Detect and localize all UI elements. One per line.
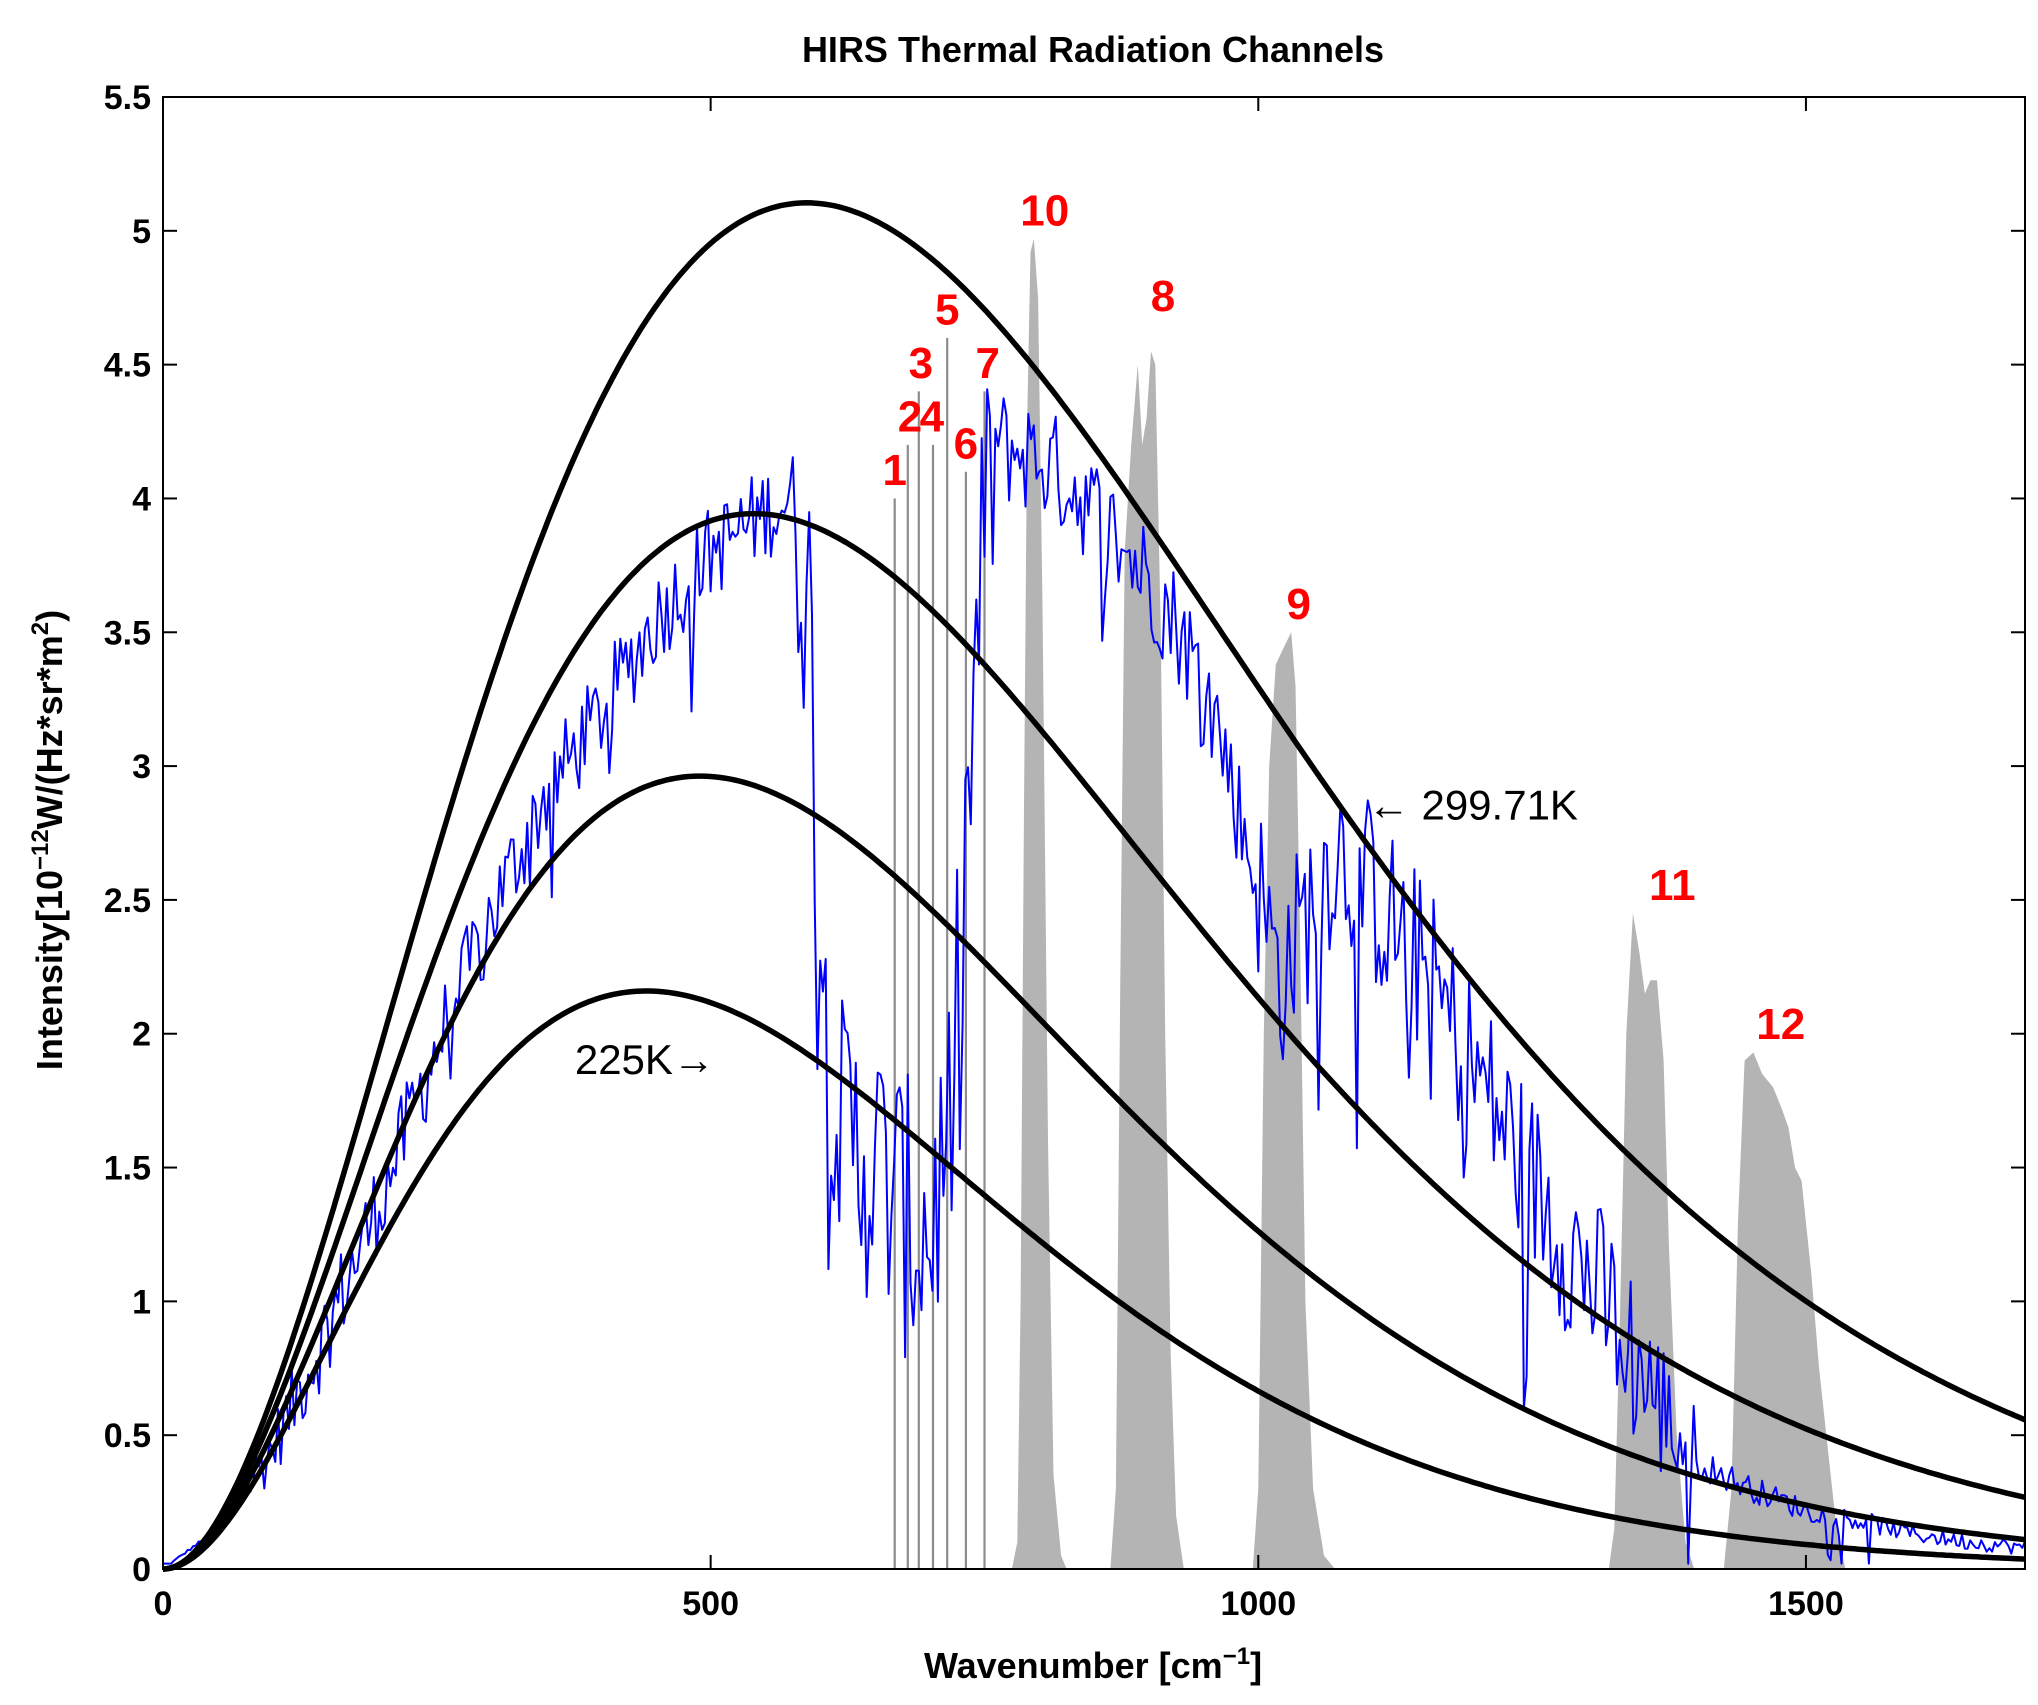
channel-label-6: 6 — [954, 419, 978, 468]
channel-label-9: 9 — [1287, 580, 1311, 629]
chart-title: HIRS Thermal Radiation Channels — [802, 29, 1384, 70]
channel-10-response — [1011, 238, 1067, 1569]
x-tick-label: 0 — [154, 1585, 173, 1623]
channel-label-4: 4 — [920, 393, 945, 442]
planck-curve-225K — [162, 988, 2026, 1572]
y-tick-label: 5.5 — [104, 79, 151, 117]
x-tick-label: 500 — [682, 1585, 739, 1623]
spectrum-layer — [163, 388, 2026, 1565]
channel-label-5: 5 — [935, 286, 959, 335]
channel-response-layer — [893, 238, 1846, 1569]
planck-curve-250K — [162, 773, 2026, 1572]
planck-curve-layer — [162, 200, 2027, 1572]
channel-label-1: 1 — [882, 446, 906, 495]
channel-label-10: 10 — [1020, 187, 1069, 236]
y-tick-label: 1 — [132, 1283, 151, 1321]
y-tick-label: 4 — [132, 480, 151, 518]
channel-8-response — [1110, 351, 1184, 1569]
y-tick-label: 1.5 — [104, 1150, 151, 1188]
channel-9-response — [1252, 632, 1335, 1569]
y-tick-label: 2.5 — [104, 882, 151, 920]
y-tick-label: 0 — [132, 1551, 151, 1589]
channel-label-11: 11 — [1649, 861, 1696, 910]
y-tick-label: 3.5 — [104, 614, 151, 652]
y-tick-label: 2 — [132, 1016, 151, 1054]
y-tick-label: 5 — [132, 213, 151, 251]
y-tick-label: 0.5 — [104, 1417, 151, 1455]
x-tick-label: 1500 — [1768, 1585, 1844, 1623]
y-tick-label: 4.5 — [104, 347, 151, 385]
curve-annotation: 225K→ — [575, 1036, 715, 1083]
planck-curve-299-71K — [162, 200, 2027, 1572]
channel-label-7: 7 — [976, 339, 1000, 388]
channel-label-12: 12 — [1756, 1000, 1805, 1049]
plot-frame — [162, 96, 2026, 1570]
channel-12-response — [1723, 1052, 1846, 1569]
planck-curve-275K — [162, 510, 2026, 1572]
channel-label-3: 3 — [909, 339, 933, 388]
x-tick-label: 1000 — [1220, 1585, 1296, 1623]
curve-annotation: ← 299.71K — [1368, 782, 1578, 829]
x-axis-label: Wavenumber [cm−1] — [924, 1643, 1262, 1686]
y-axis-label: Intensity[10−12W/(Hz*sr*m2) — [27, 610, 70, 1070]
channel-11-response — [1608, 913, 1695, 1569]
axes-layer: 0 500 1000 1500 0 0.5 1 1.5 2 2.5 3 3.5 4 4.5 5 5.5 — [104, 79, 2026, 1623]
channel-label-2: 2 — [898, 393, 922, 442]
spectrum-line — [163, 388, 2026, 1565]
channel-label-8: 8 — [1151, 272, 1175, 321]
y-tick-label: 3 — [132, 748, 151, 786]
